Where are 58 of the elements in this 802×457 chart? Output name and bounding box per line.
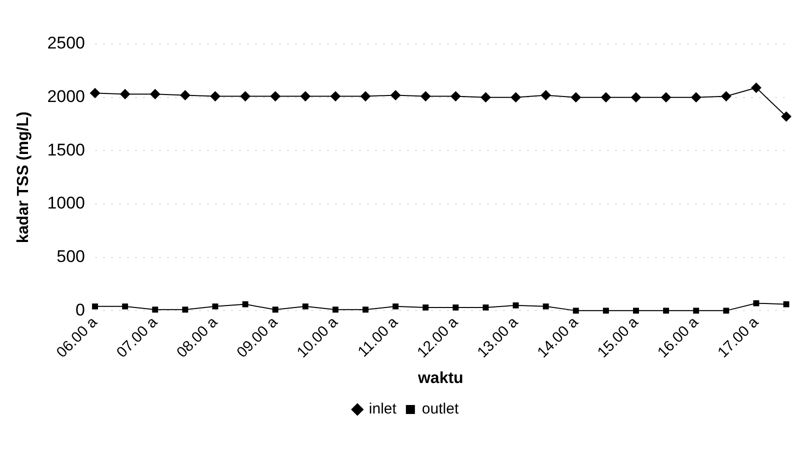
point (212, 303, 218, 310)
point (512, 302, 519, 308)
y-axis-title: kadar TSS (mg/L) (15, 112, 32, 244)
point (240, 91, 250, 102)
point (482, 304, 489, 310)
x-axis-title: waktu (416, 370, 464, 387)
point (302, 303, 308, 310)
point (180, 90, 190, 100)
point (422, 304, 429, 310)
point (92, 303, 98, 310)
point (122, 303, 128, 310)
point (392, 303, 399, 310)
point (242, 301, 248, 308)
point (540, 90, 551, 100)
point (600, 92, 611, 102)
y-tick-label: 1000 (47, 194, 86, 213)
point (542, 303, 549, 310)
y-tick-label: 0 (76, 300, 86, 320)
point (783, 301, 790, 308)
point (420, 91, 431, 102)
point (332, 306, 338, 313)
point (693, 308, 700, 314)
point (210, 91, 220, 102)
y-tick-label: 1500 (47, 140, 86, 160)
point (182, 306, 188, 313)
point (602, 308, 609, 314)
point (721, 91, 732, 102)
point (450, 91, 461, 102)
point (452, 304, 459, 310)
point (572, 308, 579, 314)
point (723, 308, 730, 314)
point (330, 91, 340, 102)
point (661, 92, 672, 102)
y-tick-label: 2000 (47, 87, 86, 106)
point (300, 91, 310, 102)
point (270, 91, 280, 102)
point (362, 306, 368, 313)
point (691, 92, 702, 102)
point (150, 89, 160, 100)
point (570, 92, 581, 102)
y-tick-label: 2500 (47, 34, 86, 53)
point (751, 82, 762, 93)
point (781, 112, 792, 122)
legend-label: inlet (368, 400, 398, 418)
point (272, 306, 278, 313)
y-tick-label: 500 (56, 247, 86, 266)
point (480, 92, 491, 102)
point (120, 89, 130, 100)
point (633, 308, 639, 314)
point (753, 300, 760, 306)
point (631, 92, 641, 102)
point (360, 91, 371, 102)
point (390, 90, 401, 100)
legend-label: outlet (422, 400, 460, 418)
point (90, 88, 100, 98)
point (152, 306, 158, 313)
point (663, 308, 670, 314)
point (510, 92, 521, 102)
